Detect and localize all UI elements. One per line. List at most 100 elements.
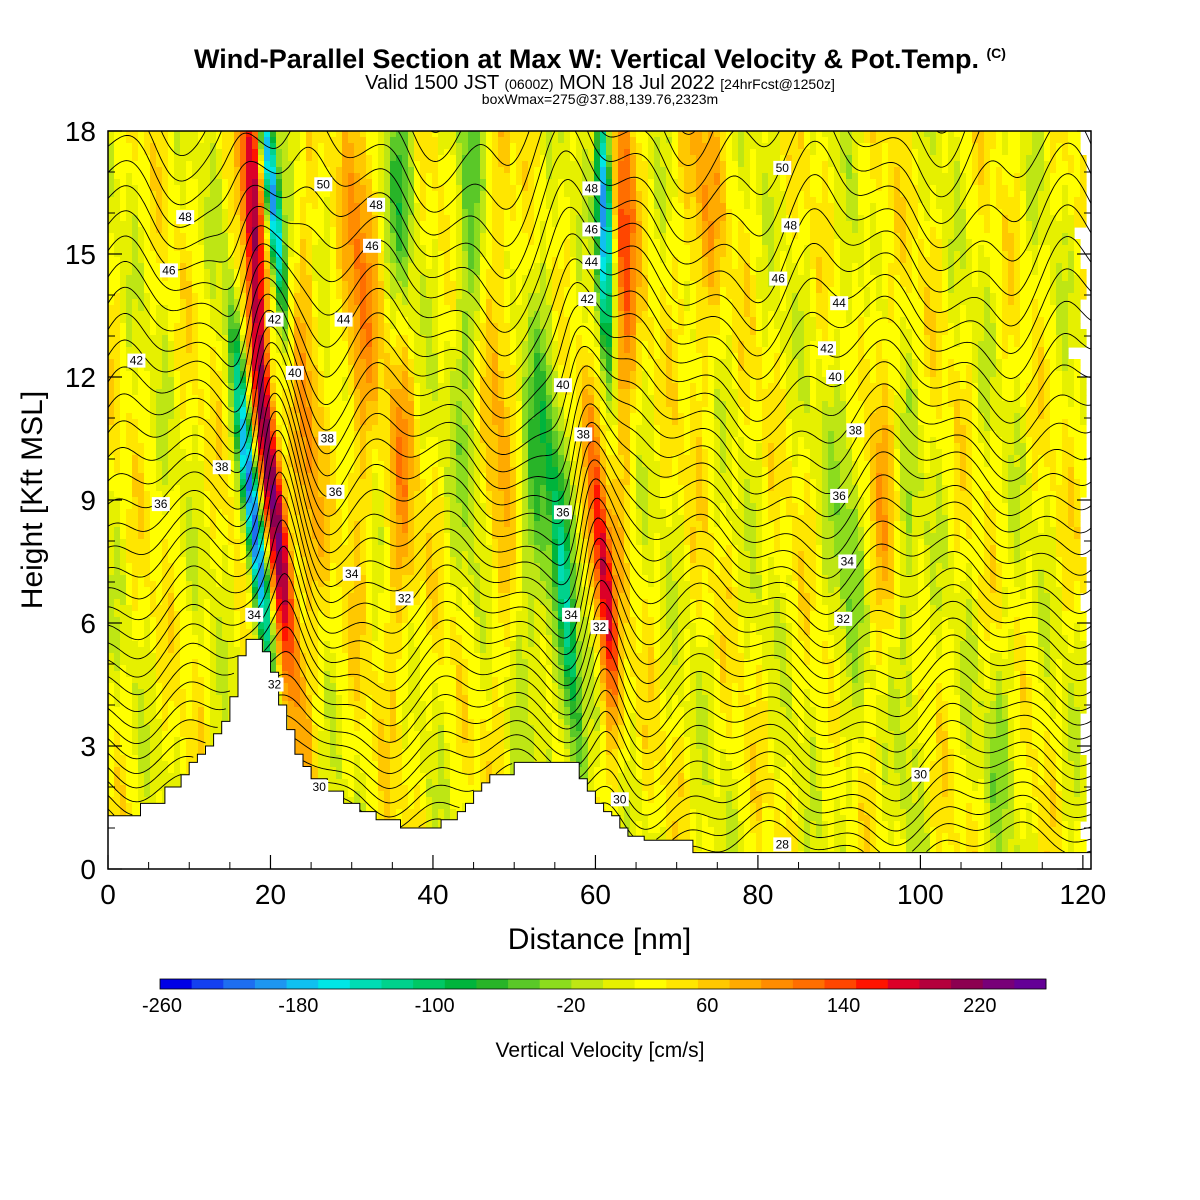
- w-cell: [930, 215, 943, 222]
- w-cell: [402, 191, 409, 198]
- w-cell: [240, 263, 247, 270]
- w-cell: [762, 179, 769, 186]
- w-cell: [438, 173, 457, 180]
- w-cell: [450, 239, 457, 246]
- w-cell: [528, 293, 547, 300]
- w-cell: [120, 353, 127, 360]
- w-cell: [318, 161, 325, 168]
- w-cell: [600, 251, 607, 258]
- w-cell: [1008, 143, 1021, 150]
- w-cell: [270, 263, 277, 270]
- w-cell: [636, 281, 643, 288]
- w-cell: [684, 323, 697, 330]
- w-cell: [516, 353, 523, 360]
- w-cell: [978, 191, 991, 198]
- w-cell: [222, 287, 229, 294]
- w-cell: [366, 371, 373, 378]
- w-cell: [570, 149, 577, 156]
- w-cell: [930, 245, 943, 252]
- w-cell: [954, 263, 961, 270]
- w-cell: [930, 293, 943, 300]
- w-cell: [864, 239, 871, 246]
- w-cell: [636, 395, 643, 402]
- w-cell: [1032, 347, 1039, 354]
- w-cell: [1050, 185, 1063, 192]
- w-cell: [570, 239, 577, 246]
- w-cell: [336, 209, 343, 216]
- w-cell: [234, 389, 247, 396]
- w-cell: [984, 131, 997, 138]
- w-cell: [162, 365, 169, 372]
- w-cell: [468, 263, 475, 270]
- w-cell: [270, 395, 277, 402]
- w-cell: [384, 197, 391, 204]
- w-cell: [162, 203, 169, 210]
- w-cell: [354, 197, 367, 204]
- w-cell: [516, 149, 541, 156]
- w-cell: [816, 401, 823, 408]
- w-cell: [252, 305, 259, 312]
- w-cell: [810, 155, 829, 162]
- w-cell: [348, 353, 355, 360]
- w-cell: [480, 329, 487, 336]
- w-cell: [762, 137, 769, 144]
- w-cell: [750, 311, 757, 318]
- w-cell: [516, 347, 523, 354]
- w-cell: [426, 383, 439, 390]
- w-cell: [684, 221, 697, 228]
- w-cell: [522, 371, 529, 378]
- w-cell: [558, 323, 571, 330]
- w-cell: [594, 329, 601, 336]
- w-cell: [888, 161, 913, 168]
- w-cell: [1020, 203, 1027, 210]
- w-cell: [402, 203, 409, 210]
- w-cell: [840, 395, 847, 402]
- w-cell: [930, 383, 943, 390]
- w-cell: [972, 263, 979, 270]
- w-cell: [522, 365, 529, 372]
- w-cell: [258, 209, 265, 216]
- w-cell: [1026, 221, 1033, 228]
- w-cell: [744, 221, 763, 228]
- w-cell: [1008, 227, 1021, 234]
- w-cell: [630, 305, 637, 312]
- w-cell: [1068, 167, 1075, 174]
- w-cell: [738, 155, 745, 162]
- w-cell: [798, 197, 805, 204]
- w-cell: [756, 263, 769, 270]
- w-cell: [330, 281, 337, 288]
- w-cell: [438, 341, 445, 348]
- w-cell: [144, 227, 151, 234]
- w-cell: [120, 389, 133, 396]
- w-cell: [384, 155, 391, 162]
- w-cell: [486, 359, 493, 366]
- w-cell: [612, 275, 619, 282]
- w-cell: [516, 293, 523, 300]
- w-cell: [372, 299, 379, 306]
- w-cell: [612, 281, 619, 288]
- w-cell: [738, 173, 751, 180]
- w-cell: [972, 167, 979, 174]
- w-cell: [744, 311, 751, 318]
- w-cell: [774, 197, 787, 204]
- w-cell: [1014, 275, 1021, 282]
- w-cell: [210, 293, 217, 300]
- w-cell: [678, 161, 697, 168]
- w-cell: [738, 131, 745, 138]
- w-cell: [594, 245, 601, 252]
- w-cell: [480, 293, 487, 300]
- w-cell: [558, 197, 571, 204]
- w-cell: [972, 281, 979, 288]
- w-cell: [198, 179, 211, 186]
- w-cell: [342, 221, 349, 228]
- w-cell: [1002, 335, 1009, 342]
- w-cell: [606, 395, 613, 402]
- w-cell: [300, 263, 307, 270]
- w-cell: [708, 227, 715, 234]
- w-cell: [966, 191, 979, 198]
- w-cell: [810, 311, 817, 318]
- w-cell: [954, 251, 961, 258]
- w-cell: [942, 401, 949, 408]
- w-cell: [1068, 305, 1081, 312]
- w-cell: [708, 281, 715, 288]
